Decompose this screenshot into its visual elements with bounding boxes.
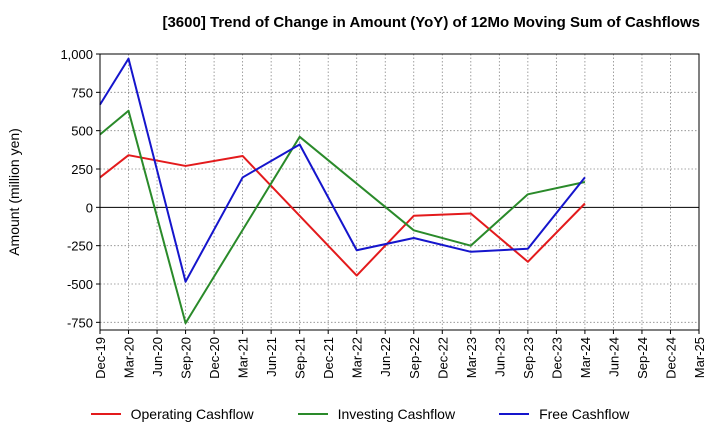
y-axis: -750 -500 -250 0 250 500 750 1,000 (60, 47, 100, 330)
y-tick-label: 1,000 (60, 47, 93, 62)
x-tick-label: Jun-24 (606, 337, 621, 377)
x-tick-label: Mar-25 (692, 337, 707, 378)
y-tick-label: 500 (71, 124, 93, 139)
x-tick-label: Jun-20 (150, 337, 165, 377)
grid-layer (100, 53, 699, 330)
plot-border (99, 53, 700, 331)
x-tick-label: Mar-22 (350, 337, 365, 378)
x-tick-label: Dec-19 (93, 337, 108, 379)
x-tick-label: Mar-20 (122, 337, 137, 378)
series-line-investing-cashflow (99, 109, 586, 325)
y-tick-label: 0 (86, 200, 93, 215)
legend-swatch (90, 413, 121, 415)
legend-swatch (297, 413, 328, 415)
y-tick-label: 250 (71, 162, 93, 177)
x-tick-label: Dec-22 (435, 337, 450, 379)
x-tick-label: Jun-23 (492, 337, 507, 377)
x-tick-label: Sep-20 (179, 337, 194, 379)
x-tick-label: Mar-23 (464, 337, 479, 378)
x-tick-label: Dec-21 (321, 337, 336, 379)
y-tick-label: -750 (67, 315, 93, 330)
y-tick-label: -250 (67, 239, 93, 254)
x-tick-label: Sep-24 (635, 337, 650, 379)
x-tick-label: Dec-23 (549, 337, 564, 379)
legend-item: Operating Cashflow (90, 406, 254, 422)
legend-item: Investing Cashflow (297, 406, 456, 422)
series-layer (99, 57, 586, 325)
series-line-free-cashflow (99, 57, 586, 283)
y-tick-label: -500 (67, 277, 93, 292)
legend-label: Investing Cashflow (337, 406, 456, 422)
legend-label: Operating Cashflow (130, 406, 254, 422)
x-axis: Dec-19 Mar-20 Jun-20 Sep-20 Dec-20 Mar-21 Jun-… (93, 330, 707, 379)
x-tick-label: Mar-21 (236, 337, 251, 378)
x-tick-label: Jun-21 (264, 337, 279, 377)
chart-title: [3600] Trend of Change in Amount (YoY) o… (162, 14, 700, 31)
x-tick-label: Jun-22 (378, 337, 393, 377)
legend-label: Free Cashflow (539, 406, 630, 422)
legend-item: Free Cashflow (499, 406, 629, 422)
x-tick-label: Sep-22 (407, 337, 422, 379)
y-axis-label: Amount (million yen) (6, 128, 22, 256)
x-tick-label: Mar-24 (578, 337, 593, 378)
x-tick-label: Dec-20 (207, 337, 222, 379)
plot-area (100, 54, 699, 330)
x-tick-label: Sep-23 (521, 337, 536, 379)
legend: Operating Cashflow Investing Cashflow Free… (0, 406, 720, 422)
x-tick-label: Sep-21 (293, 337, 308, 379)
y-tick-label: 750 (71, 85, 93, 100)
legend-swatch (499, 413, 530, 415)
x-tick-label: Dec-24 (663, 337, 678, 379)
